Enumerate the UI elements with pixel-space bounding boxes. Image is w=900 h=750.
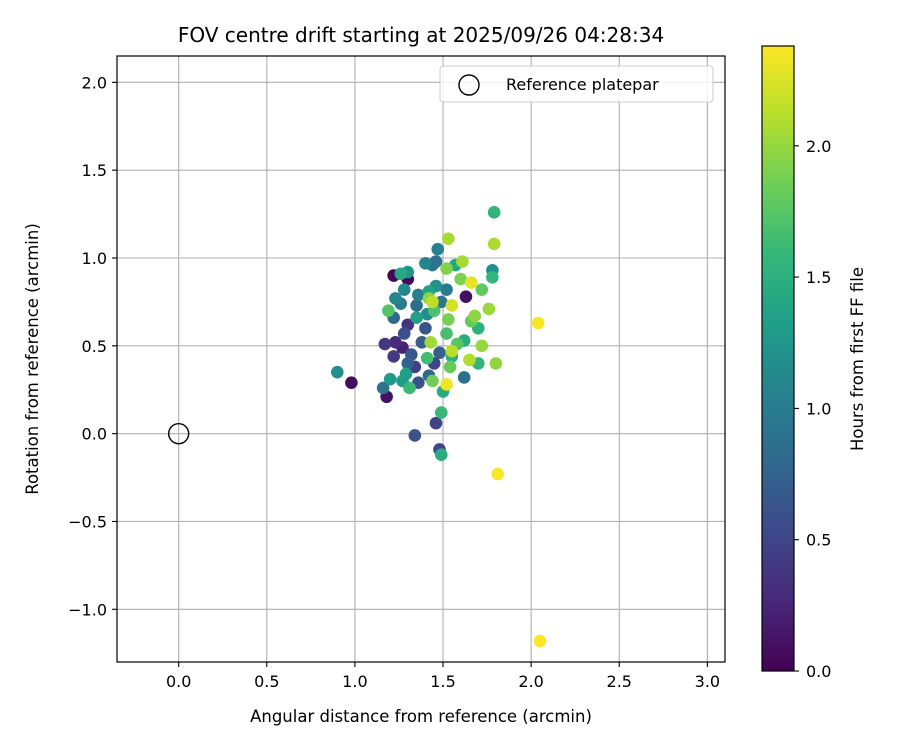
data-point	[457, 371, 471, 384]
x-axis-ticks: 0.0 0.5 1.0 1.5 2.0 2.5 3.0	[166, 662, 720, 691]
legend-label: Reference platepar	[506, 75, 659, 94]
chart-title: FOV centre drift starting at 2025/09/26 …	[178, 23, 664, 47]
data-point	[403, 381, 416, 395]
data-point	[410, 311, 423, 325]
data-point	[434, 295, 448, 309]
data-point	[434, 448, 448, 462]
data-point	[394, 267, 408, 281]
data-point	[487, 206, 501, 219]
data-point	[426, 295, 439, 309]
legend: Reference platepar	[439, 65, 714, 103]
y-tick-label: 1.5	[82, 161, 107, 180]
data-point	[491, 467, 504, 481]
data-point	[415, 336, 429, 349]
y-tick-label: 1.0	[82, 249, 107, 268]
data-point	[487, 237, 501, 251]
colorbar-gradient	[761, 45, 795, 672]
data-point	[426, 374, 439, 388]
x-axis-label: Angular distance from reference (arcmin)	[250, 707, 592, 726]
data-point	[376, 381, 390, 395]
data-point	[486, 271, 499, 284]
colorbar-ticks: 0.0 0.5 1.0 1.5 2.0	[794, 137, 831, 681]
y-tick-label: −0.5	[68, 512, 107, 531]
data-point	[410, 299, 423, 312]
data-point	[383, 372, 397, 386]
data-point	[463, 353, 476, 367]
data-point	[345, 376, 358, 390]
data-point	[433, 346, 446, 360]
data-point	[531, 316, 545, 330]
data-point	[445, 344, 459, 358]
data-point	[440, 327, 453, 340]
data-point	[459, 290, 473, 303]
data-point	[442, 313, 455, 326]
data-point	[440, 283, 453, 296]
data-point	[408, 429, 422, 442]
data-point	[330, 365, 344, 379]
data-point	[420, 351, 434, 365]
x-tick-label: 0.5	[254, 672, 279, 691]
data-point	[389, 336, 402, 349]
data-point	[429, 416, 443, 430]
legend-box	[439, 65, 714, 103]
data-point	[434, 406, 448, 419]
data-point	[431, 242, 445, 256]
x-tick-label: 1.5	[430, 672, 455, 691]
reference-platepar-marker	[167, 422, 190, 445]
x-tick-label: 2.0	[518, 672, 543, 691]
y-tick-label: 0.5	[82, 337, 107, 356]
data-point	[419, 321, 432, 335]
data-point	[475, 283, 489, 296]
data-point	[442, 232, 455, 245]
data-point	[489, 357, 503, 370]
colorbar-tick-label: 2.0	[806, 137, 831, 156]
data-point	[454, 272, 467, 286]
colorbar-tick-label: 1.5	[806, 268, 831, 287]
data-point	[419, 256, 432, 270]
colorbar: 0.0 0.5 1.0 1.5 2.0 Hours from first FF file	[761, 45, 867, 681]
y-axis-label: Rotation from reference (arcmin)	[23, 223, 42, 495]
x-tick-label: 3.0	[695, 672, 720, 691]
y-tick-label: 0.0	[82, 425, 107, 444]
data-point	[440, 378, 453, 391]
x-tick-label: 1.0	[342, 672, 367, 691]
scatter-points	[330, 206, 547, 648]
data-point	[468, 309, 482, 323]
y-axis-ticks: −1.0 −0.5 0.0 0.5 1.0 1.5 2.0	[68, 73, 117, 619]
y-tick-label: −1.0	[68, 600, 107, 619]
data-point	[387, 350, 400, 363]
data-point	[397, 283, 411, 296]
data-point	[399, 367, 413, 381]
colorbar-label: Hours from first FF file	[848, 267, 867, 451]
data-point	[389, 292, 402, 305]
x-tick-label: 0.0	[166, 672, 191, 691]
data-point	[443, 360, 457, 374]
colorbar-tick-label: 0.0	[806, 662, 831, 681]
y-tick-label: 2.0	[82, 73, 107, 92]
colorbar-tick-label: 0.5	[806, 531, 831, 550]
data-point	[401, 357, 415, 370]
data-point	[445, 299, 459, 312]
data-point	[482, 302, 496, 316]
data-point	[378, 337, 392, 351]
legend-reference-marker	[458, 74, 480, 96]
x-tick-label: 2.5	[607, 672, 632, 691]
data-point	[533, 634, 547, 648]
data-point	[464, 276, 478, 289]
data-point	[440, 262, 453, 275]
plot-frame	[116, 55, 726, 663]
data-point	[412, 288, 425, 302]
colorbar-tick-label: 1.0	[806, 399, 831, 418]
data-point	[424, 336, 437, 349]
data-point	[456, 255, 469, 268]
data-point	[397, 327, 411, 340]
reference-marker-group	[167, 422, 190, 445]
data-point	[382, 304, 395, 317]
data-point	[475, 339, 489, 353]
